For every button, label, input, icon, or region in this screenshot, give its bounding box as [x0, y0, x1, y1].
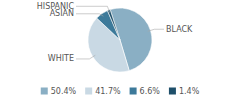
leader-line — [148, 29, 164, 31]
slice — [97, 11, 120, 40]
legend: 50.4% 41.7% 6.6% 1.4% — [41, 87, 200, 96]
leader-line — [76, 55, 95, 59]
chart: BLACKWHITEASIANHISPANIC50.4%41.7%6.6%1.4… — [0, 0, 240, 100]
legend-swatch — [169, 88, 176, 95]
slice — [107, 10, 120, 40]
leader-line — [76, 6, 110, 13]
pie — [88, 8, 152, 72]
legend-label: 6.6% — [140, 87, 161, 96]
legend-label: 1.4% — [179, 87, 200, 96]
annotations: BLACKWHITEASIANHISPANIC — [37, 2, 193, 64]
leader-line — [76, 14, 103, 16]
legend-swatch — [85, 88, 92, 95]
legend-label: 41.7% — [95, 87, 121, 96]
legend-swatch — [130, 88, 137, 95]
legend-label: 50.4% — [51, 87, 77, 96]
slice-label: HISPANIC — [37, 2, 75, 11]
slice-label: BLACK — [166, 25, 193, 34]
slice-label: WHITE — [48, 54, 74, 63]
legend-swatch — [41, 88, 48, 95]
